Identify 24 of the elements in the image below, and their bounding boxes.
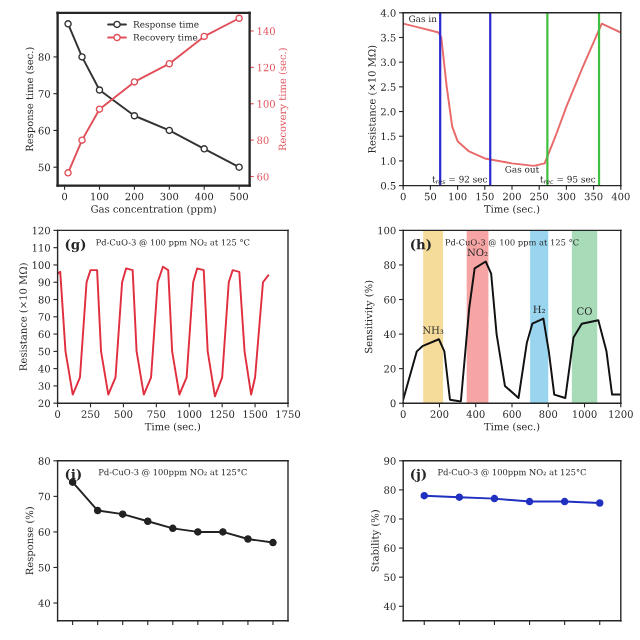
point — [235, 163, 243, 171]
point — [200, 32, 208, 41]
point — [78, 136, 86, 144]
point — [144, 517, 152, 525]
point — [78, 53, 86, 61]
point — [93, 506, 102, 515]
point — [64, 169, 72, 177]
point — [169, 524, 177, 533]
point — [165, 126, 174, 135]
line-series — [403, 22, 621, 167]
line-series — [57, 265, 270, 398]
point — [130, 111, 139, 120]
point — [244, 535, 252, 543]
point — [118, 510, 127, 518]
point — [130, 78, 139, 86]
point — [194, 528, 202, 536]
point — [95, 86, 104, 94]
point — [95, 105, 104, 113]
point — [269, 538, 277, 547]
point — [165, 59, 174, 68]
point — [219, 528, 227, 536]
point — [64, 20, 72, 28]
point — [200, 145, 208, 153]
point — [235, 14, 243, 23]
